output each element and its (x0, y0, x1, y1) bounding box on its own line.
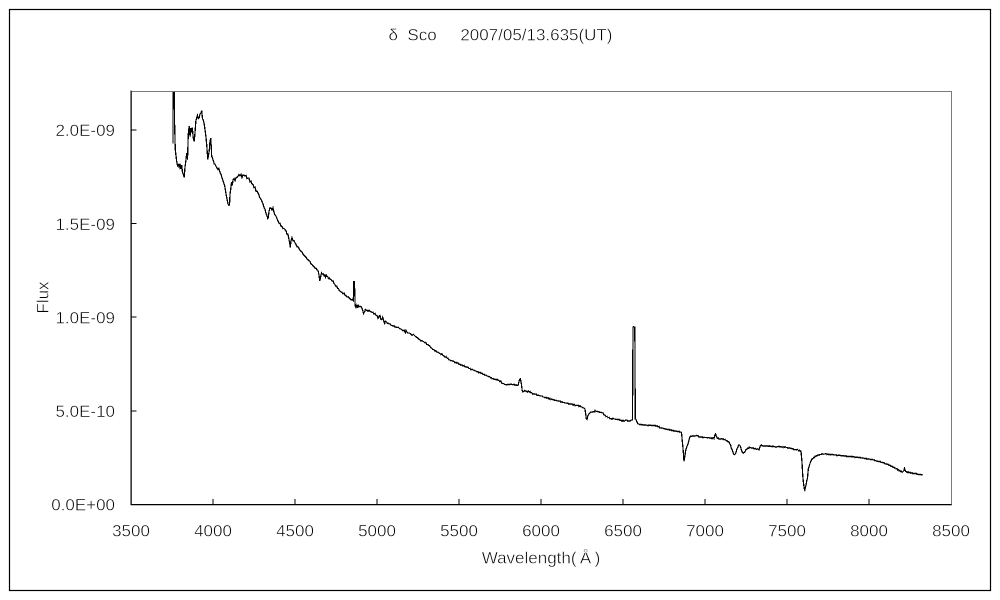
svg-text:Wavelength( Å ): Wavelength( Å ) (482, 549, 601, 568)
svg-text:Flux: Flux (34, 281, 53, 314)
svg-text:1.5E-09: 1.5E-09 (55, 215, 115, 234)
svg-text:5000: 5000 (358, 522, 396, 541)
svg-text:4500: 4500 (276, 522, 314, 541)
svg-text:6000: 6000 (522, 522, 560, 541)
svg-text:5500: 5500 (440, 522, 478, 541)
svg-text:4000: 4000 (194, 522, 232, 541)
svg-text:8000: 8000 (850, 522, 888, 541)
svg-text:7000: 7000 (686, 522, 724, 541)
svg-text:3500: 3500 (112, 522, 150, 541)
svg-text:2.0E-09: 2.0E-09 (55, 121, 115, 140)
svg-text:δ Sco 2007/05/13.635(UT): δ Sco 2007/05/13.635(UT) (389, 26, 613, 45)
svg-text:1.0E-09: 1.0E-09 (55, 308, 115, 327)
svg-text:7500: 7500 (768, 522, 806, 541)
svg-text:8500: 8500 (932, 522, 970, 541)
svg-text:6500: 6500 (604, 522, 642, 541)
svg-text:0.0E+00: 0.0E+00 (51, 496, 115, 515)
svg-text:5.0E-10: 5.0E-10 (55, 402, 115, 421)
